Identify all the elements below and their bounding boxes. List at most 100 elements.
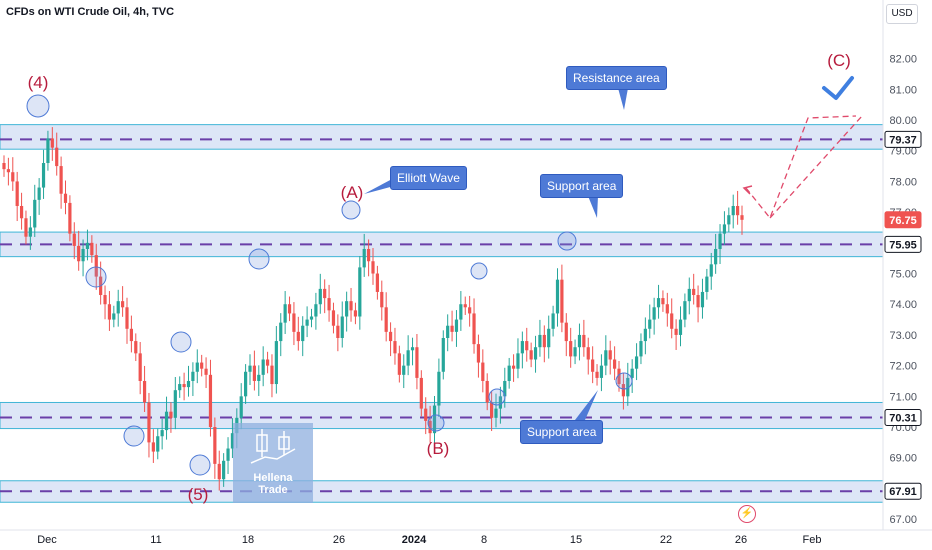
x-tick-label: Dec (37, 534, 57, 546)
y-tick-label: 79.00 (889, 146, 917, 158)
candle-body (327, 298, 331, 311)
candle-body (613, 359, 617, 369)
resistance-area-callout: Resistance area (566, 66, 667, 90)
candle-body (498, 396, 502, 409)
candle-body (125, 307, 129, 329)
candle-body (292, 313, 296, 332)
candle-body (542, 334, 546, 348)
projection-path (745, 115, 857, 220)
candle-body (533, 347, 538, 360)
candle-body (709, 264, 713, 277)
candle-body (494, 408, 498, 418)
pivot-circle-8 (470, 262, 488, 280)
candle-body (586, 347, 590, 360)
wave-label: (C) (827, 51, 851, 70)
support-area-callout-mid: Support area (540, 174, 624, 198)
lightning-icon[interactable]: ⚡ (738, 505, 756, 523)
candle-body (569, 341, 573, 357)
support-mid-pointer (588, 196, 598, 218)
candle-body (643, 328, 647, 342)
candle-body (24, 218, 28, 237)
candle-body (573, 347, 577, 357)
price-label-bg (884, 211, 922, 229)
candle-body (112, 313, 116, 320)
candle-body (103, 295, 107, 305)
x-tick-label: 8 (481, 534, 487, 546)
candle-body (454, 319, 459, 332)
candle-body (318, 288, 322, 305)
candles-group (2, 127, 744, 491)
x-tick-label: 2024 (402, 534, 427, 546)
candle-body (727, 215, 731, 225)
y-tick-label: 80.00 (889, 115, 917, 127)
watermark-line1: Hellena (253, 472, 293, 484)
candle-body (437, 371, 441, 406)
candle-body (265, 359, 270, 366)
candle-body (55, 147, 59, 167)
candle-body (164, 411, 169, 431)
candle-body (358, 267, 362, 317)
pivot-circle-11 (615, 372, 633, 390)
candle-body (331, 310, 336, 326)
candle-body (186, 380, 191, 388)
price-label: 67.91 (889, 486, 917, 498)
candle-body (50, 138, 54, 148)
candle-body (200, 362, 204, 369)
candle-body (37, 187, 41, 200)
candle-body (652, 307, 656, 320)
candle-body (529, 350, 533, 360)
candle-body (476, 344, 481, 363)
price-label-bg (884, 235, 922, 253)
candle-body (740, 215, 744, 220)
candle-body (731, 205, 735, 216)
candle-body (213, 427, 217, 464)
candle-body (639, 341, 643, 357)
candle-body (156, 436, 160, 452)
candle-body (485, 380, 489, 403)
candle-body (217, 463, 221, 480)
candle-body (33, 199, 37, 228)
candle-body (77, 245, 81, 262)
wave-label: (4) (28, 73, 49, 92)
candle-body (309, 316, 314, 320)
candle-body (261, 359, 265, 375)
candle-body (90, 242, 94, 256)
candle-body (516, 353, 520, 369)
candle-body (283, 304, 287, 323)
candle-body (441, 338, 445, 372)
candle-body (547, 328, 551, 348)
projection-arrow (742, 185, 753, 195)
candle-body (432, 405, 437, 434)
pivot-circle-0 (26, 94, 50, 118)
support-low-pointer (575, 390, 598, 420)
candle-body (520, 341, 524, 354)
watermark-line2: Trade (258, 484, 288, 496)
currency-button[interactable]: USD (886, 4, 918, 24)
x-tick-label: 22 (660, 534, 672, 546)
candle-body (305, 319, 309, 326)
candle-body (634, 356, 639, 369)
candle-body (525, 341, 529, 351)
y-tick-label: 71.00 (889, 391, 917, 403)
candle-body (6, 169, 10, 173)
candle-body (244, 371, 248, 397)
pivot-circle-3 (170, 331, 192, 353)
candle-body (336, 325, 340, 338)
candle-body (191, 371, 195, 381)
candle-body (450, 325, 454, 332)
candle-body (15, 181, 19, 206)
candle-body (661, 298, 665, 305)
candle-body (674, 328, 678, 335)
candle-body (736, 205, 740, 216)
candle-body (81, 248, 85, 262)
candle-body (507, 365, 511, 381)
price-label: 76.75 (889, 215, 917, 227)
candle-body (151, 442, 155, 452)
candle-body (279, 322, 283, 342)
candle-body (481, 362, 485, 381)
candle-body (595, 371, 599, 378)
zone-0 (0, 124, 884, 150)
candle-body (560, 279, 564, 323)
candle-body (683, 301, 687, 320)
